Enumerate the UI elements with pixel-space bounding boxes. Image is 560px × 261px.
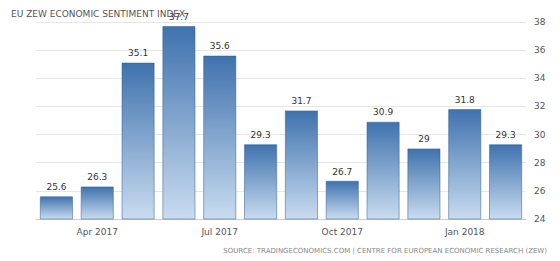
- svg-text:30: 30: [534, 130, 546, 140]
- svg-text:31.7: 31.7: [291, 96, 311, 106]
- svg-text:38: 38: [534, 17, 546, 27]
- svg-text:30.9: 30.9: [373, 107, 393, 117]
- svg-text:SOURCE: TRADINGECONOMICS.COM |: SOURCE: TRADINGECONOMICS.COM | CENTRE FO…: [223, 247, 547, 255]
- svg-text:29.3: 29.3: [496, 130, 516, 140]
- svg-text:29: 29: [418, 134, 430, 144]
- svg-text:34: 34: [534, 73, 546, 83]
- svg-text:31.8: 31.8: [455, 95, 475, 105]
- svg-text:24: 24: [534, 214, 546, 224]
- svg-text:Apr 2017: Apr 2017: [77, 227, 118, 237]
- svg-text:32: 32: [534, 101, 545, 111]
- svg-text:Jul 2017: Jul 2017: [200, 227, 238, 237]
- svg-text:35.6: 35.6: [210, 41, 230, 51]
- svg-text:26: 26: [534, 186, 546, 196]
- svg-text:EU ZEW ECONOMIC SENTIMENT INDE: EU ZEW ECONOMIC SENTIMENT INDEX: [11, 9, 185, 19]
- svg-text:36: 36: [534, 45, 546, 55]
- svg-text:29.3: 29.3: [251, 130, 271, 140]
- svg-text:28: 28: [534, 158, 546, 168]
- svg-text:26.7: 26.7: [332, 167, 352, 177]
- svg-text:Jan 2018: Jan 2018: [444, 227, 485, 237]
- svg-text:Oct 2017: Oct 2017: [322, 227, 363, 237]
- svg-text:26.3: 26.3: [87, 172, 107, 182]
- svg-text:25.6: 25.6: [46, 182, 66, 192]
- svg-text:35.1: 35.1: [128, 48, 148, 58]
